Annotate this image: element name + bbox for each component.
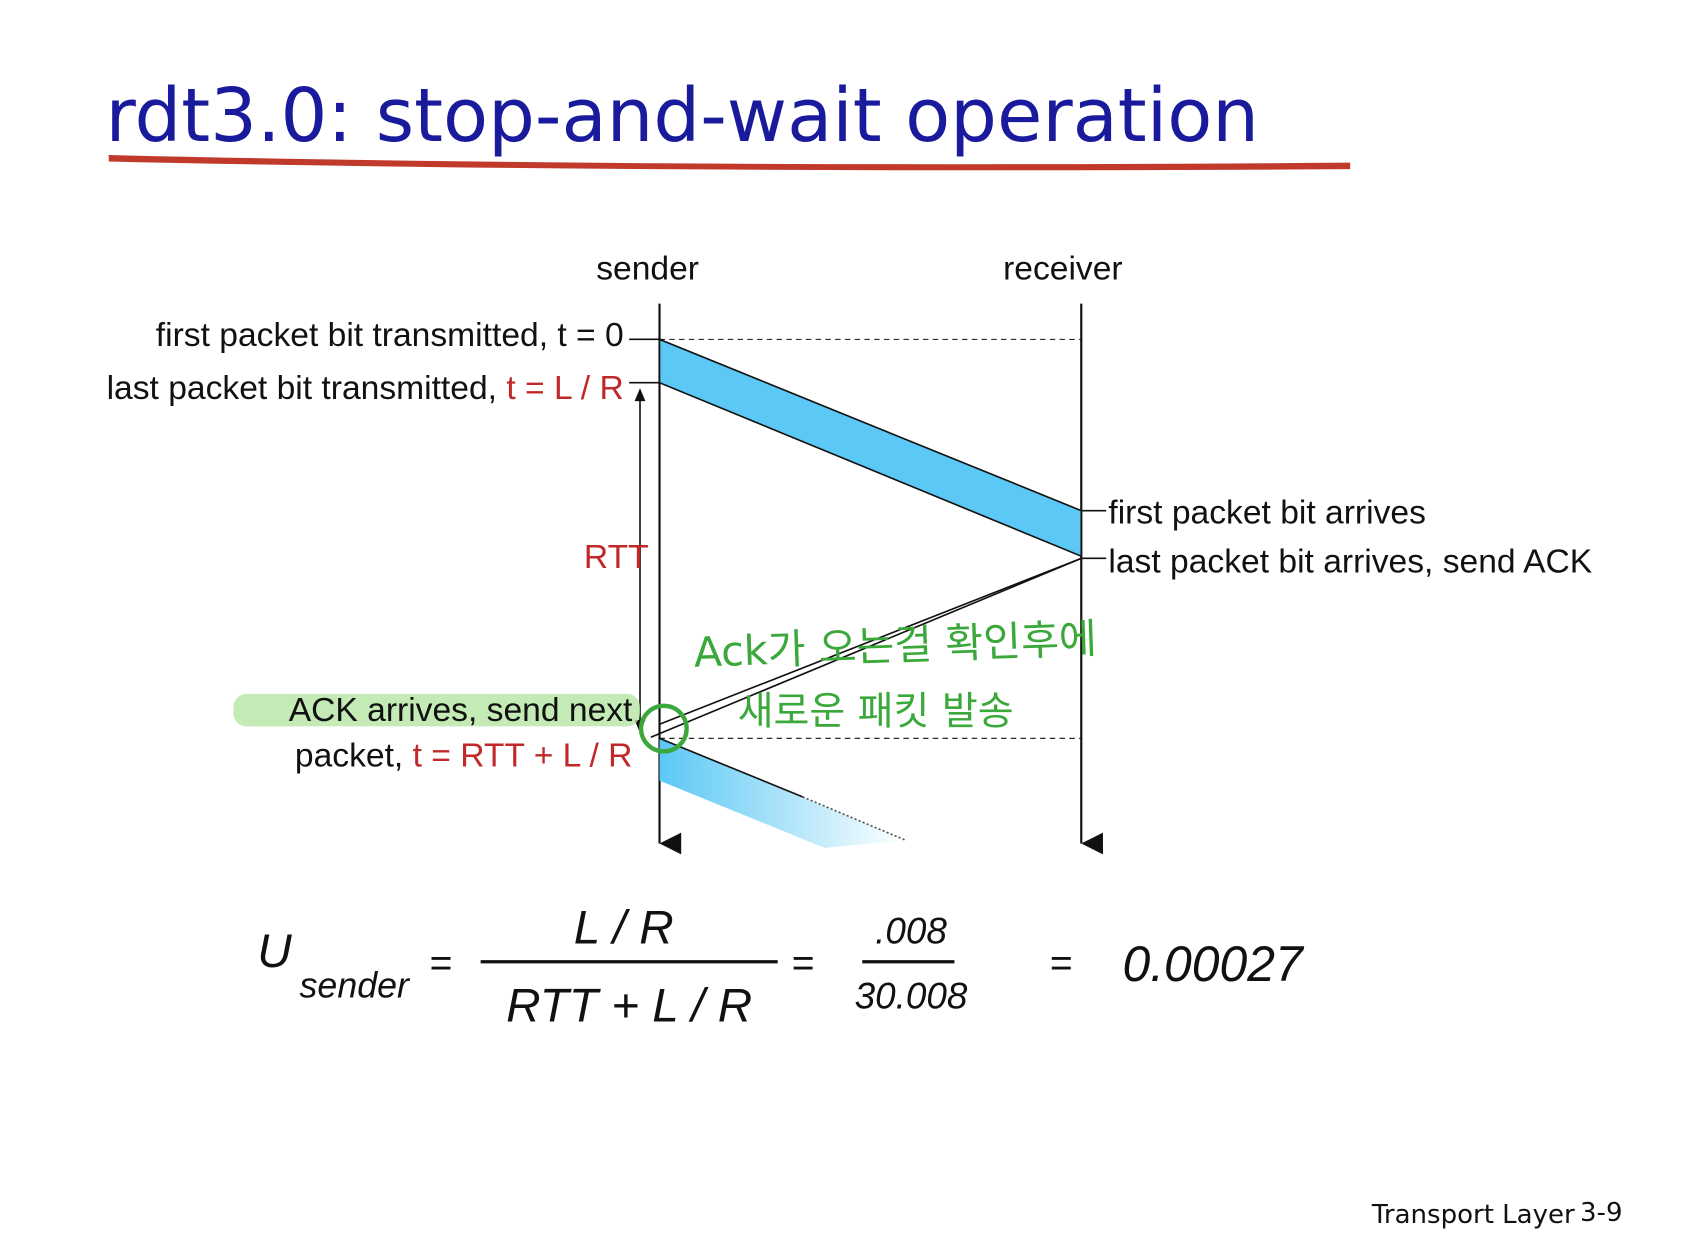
title: rdt3.0: stop-and-wait operation <box>105 74 1259 159</box>
value-numerator: .008 <box>875 910 947 951</box>
formula-equals: = <box>1050 942 1073 985</box>
rtt-label: RTT <box>584 539 649 576</box>
next-packet-edge <box>659 737 803 798</box>
annotation: 새로운 패킷 발송 <box>738 689 1014 734</box>
next-packet <box>659 738 906 848</box>
event-label: last packet bit arrives, send ACK <box>1108 543 1592 580</box>
ack-line <box>650 557 1082 739</box>
formula-equals: = <box>792 942 815 985</box>
formula-denominator: RTT + L / R <box>506 979 752 1032</box>
next-packet-edge <box>802 796 906 842</box>
event-label: ACK arrives, send next <box>289 692 633 729</box>
event-label: last packet bit transmitted, t = L / R <box>107 370 624 407</box>
annotation: Ack가 오는걸 확인후에 <box>693 615 1098 677</box>
footer: Transport Layer <box>1371 1200 1575 1230</box>
ack-line <box>659 557 1082 726</box>
title-underline <box>108 155 1351 171</box>
formula-symbol: U <box>257 925 292 978</box>
receiver-label: receiver <box>1003 251 1123 288</box>
page-number: 3-9 <box>1580 1198 1623 1228</box>
formula-result: 0.00027 <box>1122 936 1304 992</box>
event-label: first packet bit transmitted, t = 0 <box>156 317 624 354</box>
event-label: first packet bit arrives <box>1108 495 1426 532</box>
event-label: packet, t = RTT + L / R <box>295 738 633 775</box>
formula-equals: = <box>430 942 453 985</box>
formula-subscript: sender <box>300 965 411 1005</box>
value-denominator: 30.008 <box>855 975 968 1016</box>
highlight <box>233 693 640 727</box>
sender-label: sender <box>596 251 699 288</box>
packet <box>658 338 1083 558</box>
formula-numerator: L / R <box>574 901 674 954</box>
annotation-circle <box>638 703 689 754</box>
